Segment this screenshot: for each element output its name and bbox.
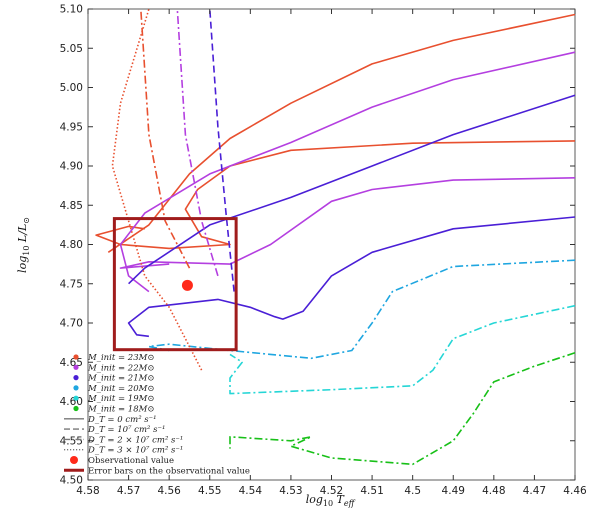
legend-label-error: Error bars on the observational value: [88, 466, 250, 476]
track-21msun-12: [209, 8, 235, 292]
y-tick-label: 5.05: [60, 43, 83, 55]
y-tick-label: 4.90: [60, 161, 83, 173]
track-19msun-7: [229, 304, 576, 395]
track-22msun-11: [176, 8, 219, 277]
track-21msun-4: [127, 216, 576, 338]
x-tick-label: 4.54: [239, 485, 263, 497]
legend-marker-mass-3: [73, 385, 79, 391]
x-tick-label: 4.56: [157, 485, 181, 497]
legend-label-mass-1: M_init = 22M⊙: [87, 363, 154, 373]
track-18msun-8: [229, 352, 576, 466]
error-box: [112, 217, 238, 352]
legend-label-mass-2: M_init = 21M⊙: [87, 374, 154, 384]
track-21msun-5: [128, 94, 576, 285]
y-tick-label: 4.85: [60, 200, 83, 212]
x-tick-label: 4.55: [198, 485, 221, 497]
axis-ticks: 4.58 4.57 4.56 4.55 4.54 4.53 4.52 4.51 4.5 4.49 4…: [60, 4, 587, 498]
legend-marker-mass-0: [73, 354, 79, 360]
y-tick-label: 4.65: [60, 357, 83, 369]
track-22msun-3: [119, 177, 576, 269]
x-tick-label: 4.49: [442, 485, 465, 497]
y-tick-label: 4.50: [60, 475, 83, 487]
plot-frame: [87, 8, 576, 481]
x-tick-label: 4.52: [320, 485, 343, 497]
track-22msun-2: [119, 51, 576, 293]
x-tick-label: 4.48: [482, 485, 505, 497]
legend-label-style-2: D_T = 2 × 10⁷ cm² s⁻¹: [87, 435, 183, 445]
y-tick-label: 5.00: [60, 82, 83, 94]
y-tick-label: 4.75: [60, 278, 83, 290]
legend-label-mass-5: M_init = 18M⊙: [87, 405, 154, 415]
evolution-tracks: [95, 8, 576, 466]
legend-label-style-0: D_T = 0 cm² s⁻¹: [87, 415, 157, 425]
track-23msun-1: [107, 13, 576, 253]
legend-label-observation: Observational value: [88, 456, 174, 466]
legend-label-mass-3: M_init = 20M⊙: [87, 384, 154, 394]
y-tick-label: 5.10: [60, 4, 83, 16]
plot-area: 4.58 4.57 4.56 4.55 4.54 4.53 4.52 4.51 4.5 4.49 4…: [60, 4, 587, 498]
x-tick-label: 4.51: [360, 485, 383, 497]
legend: M_init = 23M⊙M_init = 22M⊙M_init = 21M⊙M…: [64, 353, 250, 476]
x-tick-label: 4.47: [523, 485, 546, 497]
track-23msun-9: [111, 8, 203, 371]
track-23msun-10: [140, 8, 191, 269]
legend-label-style-3: D_T = 3 × 10⁷ cm² s⁻¹: [87, 446, 183, 456]
y-tick-label: 4.70: [60, 318, 83, 330]
legend-label-mass-4: M_init = 19M⊙: [87, 394, 154, 404]
observation-point: [181, 279, 193, 291]
y-tick-label: 4.55: [60, 435, 83, 447]
y-axis-label: log10 L/L⊙: [16, 217, 31, 273]
track-20msun-6: [148, 259, 576, 360]
x-tick-label: 4.5: [404, 485, 421, 497]
x-tick-label: 4.58: [76, 485, 99, 497]
legend-marker-observation: [70, 456, 78, 464]
y-tick-label: 4.80: [60, 239, 83, 251]
x-axis-label: log10 Teff: [306, 493, 356, 508]
legend-marker-mass-2: [73, 375, 79, 381]
x-tick-label: 4.46: [563, 485, 587, 497]
y-tick-label: 4.95: [60, 121, 83, 133]
track-23msun-0: [95, 140, 576, 250]
legend-marker-mass-5: [73, 405, 79, 412]
legend-marker-mass-4: [73, 395, 79, 401]
x-tick-label: 4.53: [279, 485, 302, 497]
legend-marker-mass-1: [73, 364, 79, 370]
y-tick-label: 4.60: [60, 396, 83, 408]
legend-label-mass-0: M_init = 23M⊙: [87, 353, 154, 363]
x-tick-label: 4.57: [117, 485, 140, 497]
legend-label-style-1: D_T = 10⁷ cm² s⁻¹: [87, 425, 165, 435]
